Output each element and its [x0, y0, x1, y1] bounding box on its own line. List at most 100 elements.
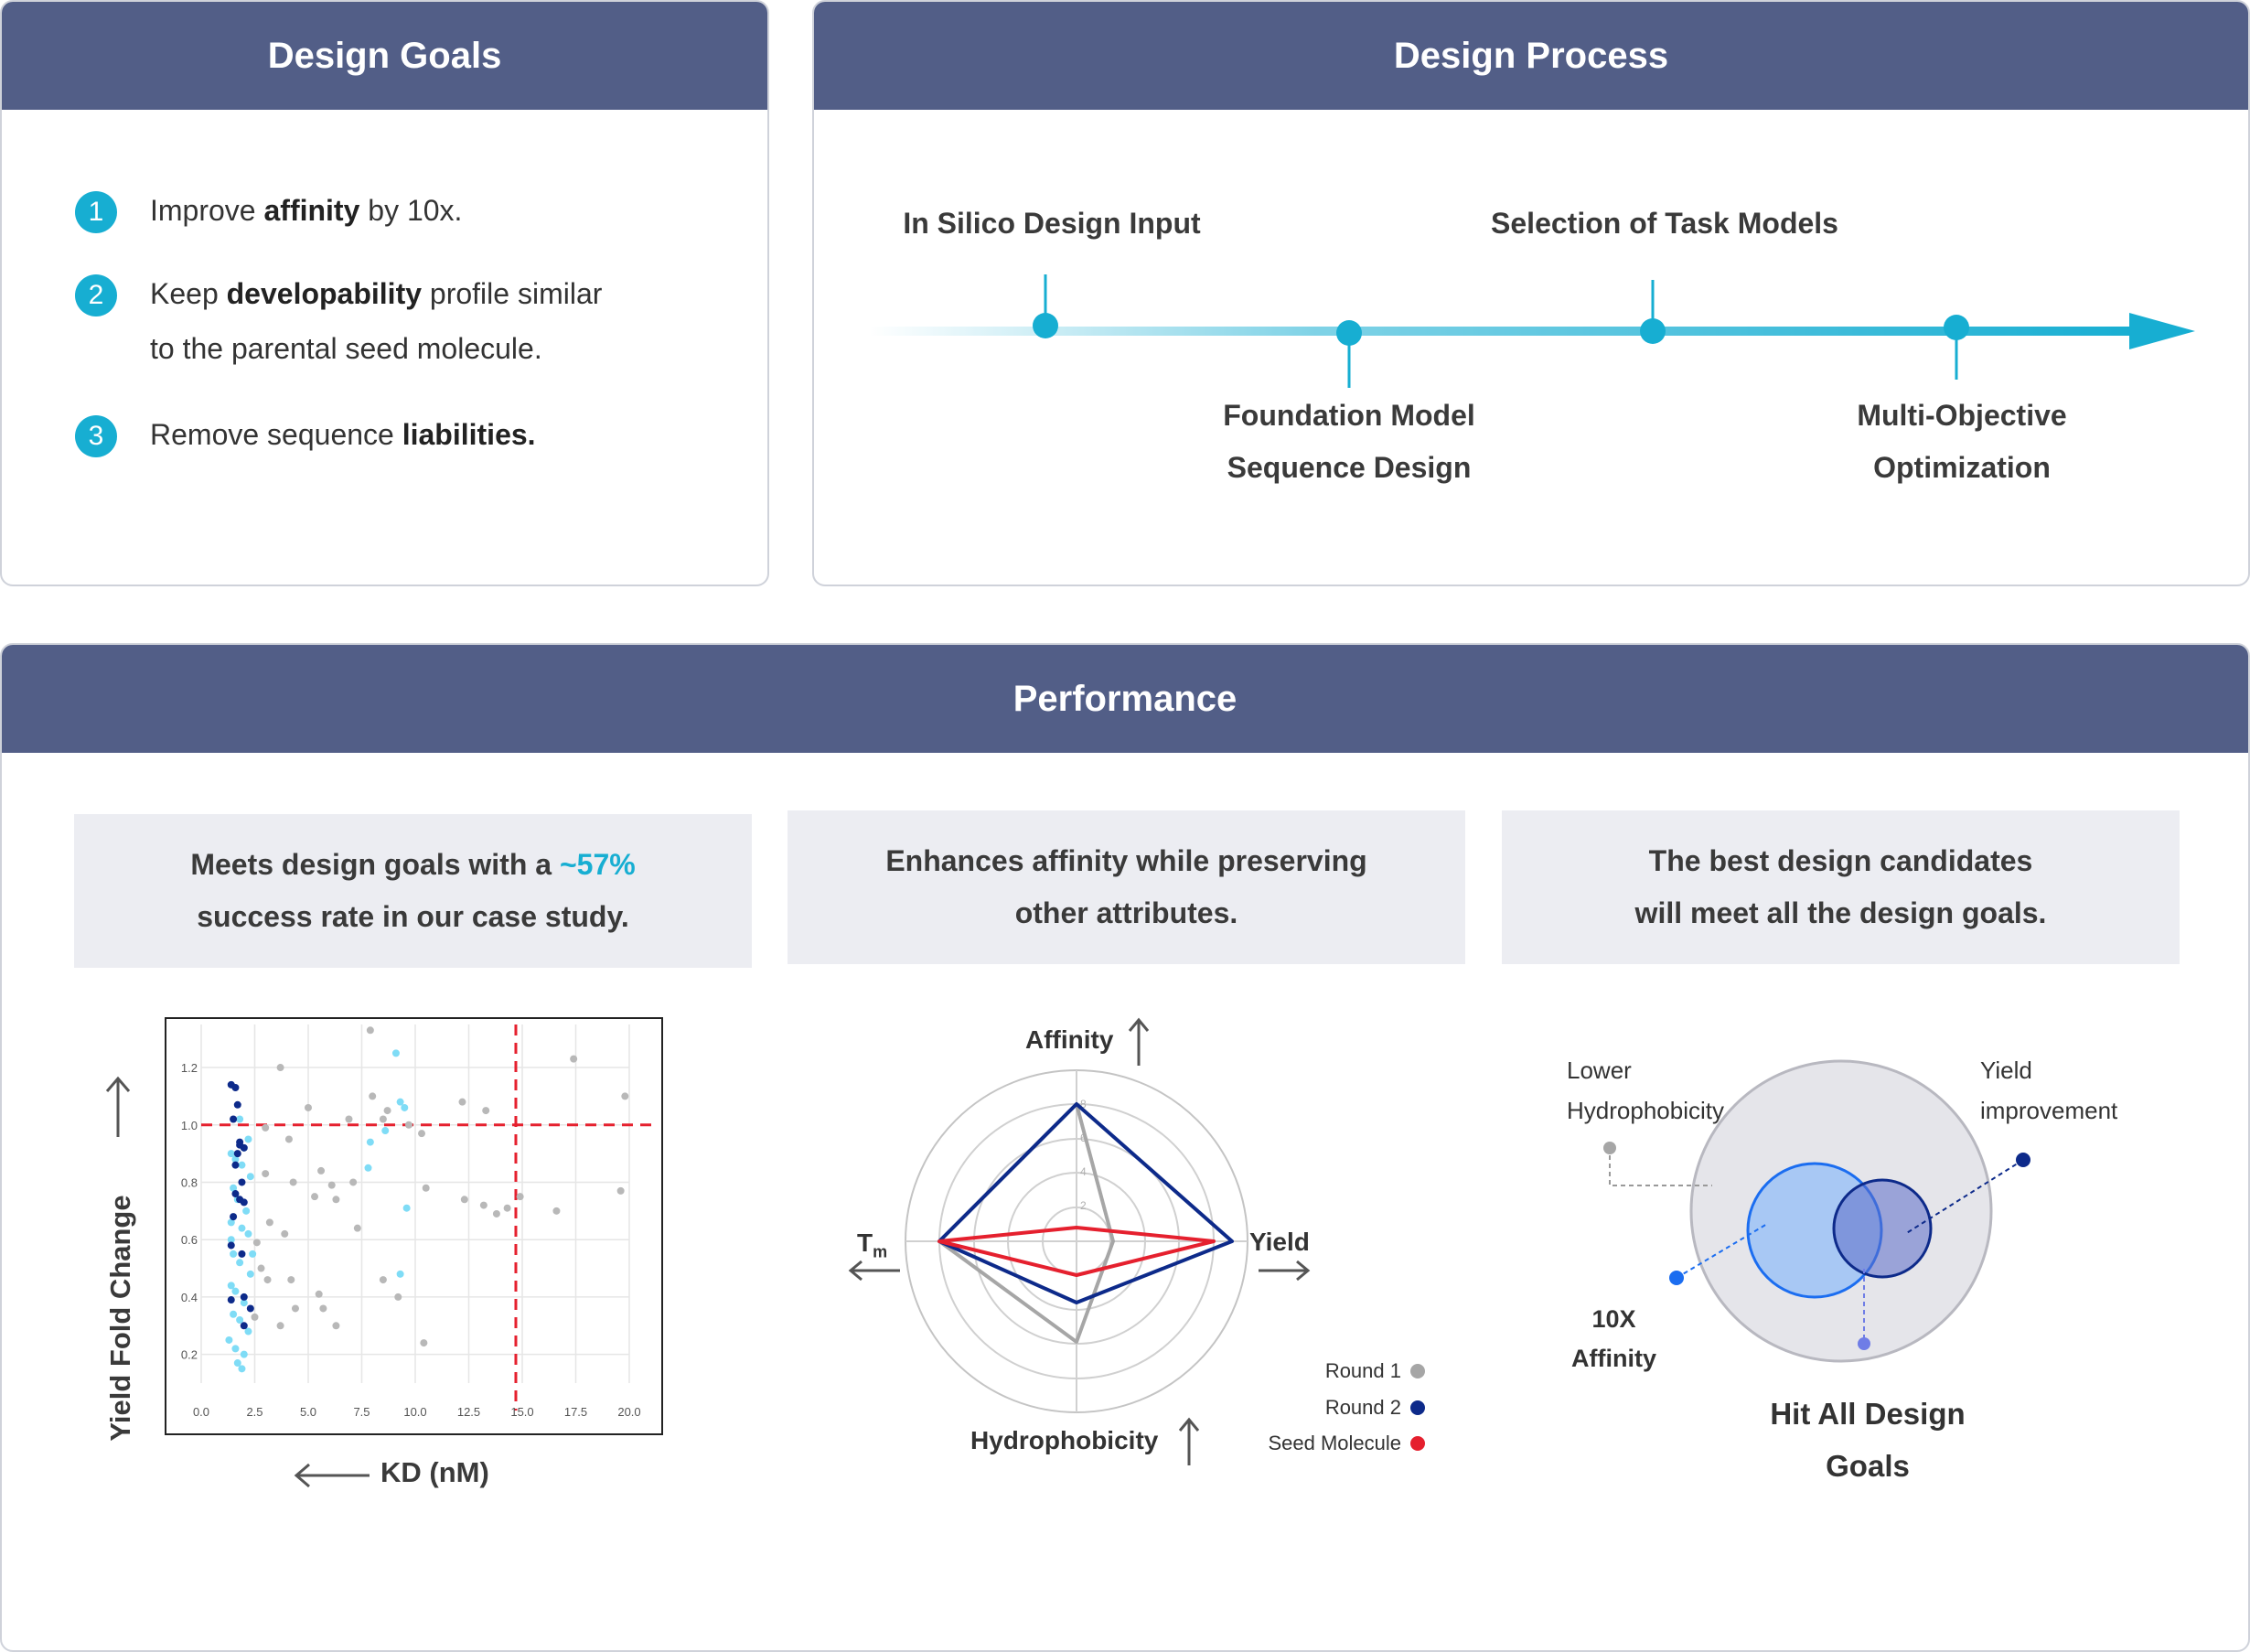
scatter-point-series-1 [479, 1201, 488, 1209]
scatter-plot: 0.0 2.5 5.0 7.5 10.0 12.5 15.0 17.5 20.0 0.2 0.4 0.… [165, 1017, 663, 1435]
design-goals-card: Design Goals 1 Improve affinity by 10x. … [0, 0, 769, 586]
scatter-point-series-1 [311, 1193, 319, 1201]
scatter-point-series-1 [276, 1064, 284, 1072]
legend-label-round-2: Round 2 [1324, 1396, 1401, 1419]
scatter-point-series-1 [621, 1092, 629, 1100]
radar-legend-round-1: Round 1 [1325, 1359, 1425, 1383]
venn-yield-circle [1832, 1178, 1933, 1279]
scatter-point-series-1 [383, 1107, 391, 1115]
scatter-point-series-1 [262, 1123, 270, 1132]
scatter-point-series-2 [225, 1336, 233, 1344]
venn-label-10x-affinity: 10X Affinity [1571, 1300, 1656, 1378]
scatter-point-series-1 [332, 1322, 340, 1330]
goal-text-1-bold: affinity [263, 194, 360, 227]
radar-legend-seed: Seed Molecule [1268, 1432, 1425, 1455]
scatter-point-series-2 [244, 1327, 252, 1336]
scatter-point-series-1 [317, 1166, 326, 1175]
radar-label-tm-sub: m [873, 1242, 888, 1261]
scatter-point-series-1 [345, 1115, 353, 1123]
scatter-point-series-1 [460, 1196, 468, 1204]
scatter-point-series-2 [236, 1316, 244, 1325]
scatter-point-series-1 [418, 1130, 426, 1138]
performance-panel-3-header: The best design candidates will meet all… [1502, 810, 2180, 964]
scatter-point-series-1 [262, 1170, 270, 1178]
scatter-point-series-1 [379, 1276, 387, 1284]
scatter-point-series-2 [240, 1299, 248, 1307]
scatter-x-label: KD (nM) [380, 1456, 489, 1488]
legend-dot-seed [1410, 1436, 1425, 1451]
scatter-point-series-1 [404, 1121, 412, 1129]
radar-legend-round-2: Round 2 [1325, 1396, 1425, 1420]
scatter-point-series-2 [238, 1224, 246, 1232]
venn-lower-hydro-dot [1603, 1142, 1616, 1154]
scatter-point-series-2 [391, 1049, 400, 1057]
venn-yield-line2: improvement [1980, 1097, 2118, 1124]
scatter-point-series-1 [251, 1313, 259, 1321]
scatter-point-series-3 [238, 1250, 246, 1258]
radar-ring-label-6: 6 [1080, 1132, 1087, 1144]
scatter-points [225, 1026, 629, 1373]
scatter-point-series-2 [227, 1236, 235, 1244]
y-axis-arrow-icon [105, 1076, 131, 1137]
scatter-point-series-3 [240, 1322, 248, 1330]
scatter-y-label: Yield Fold Change [104, 1195, 136, 1442]
scatter-point-series-1 [394, 1293, 402, 1301]
scatter-point-series-1 [482, 1107, 490, 1115]
scatter-x-tick-label: 2.5 [246, 1405, 262, 1419]
timeline-node-2 [1336, 320, 1362, 346]
scatter-point-series-3 [236, 1141, 244, 1149]
scatter-point-series-1 [327, 1181, 336, 1189]
scatter-point-series-3 [240, 1293, 248, 1301]
goal-text-3-bold: liabilities. [402, 418, 536, 451]
scatter-point-series-1 [289, 1178, 297, 1186]
scatter-point-series-1 [420, 1339, 428, 1347]
venn-yield-line1: Yield [1980, 1057, 2032, 1084]
scatter-point-series-1 [422, 1184, 430, 1192]
goal-number-3: 3 [75, 415, 117, 457]
scatter-point-series-1 [349, 1178, 358, 1186]
scatter-tick-labels: 0.0 2.5 5.0 7.5 10.0 12.5 15.0 17.5 20.0 0.2 0.4 0.… [181, 1061, 641, 1419]
scatter-point-series-2 [231, 1345, 240, 1353]
scatter-point-series-2 [381, 1127, 390, 1135]
radar-label-tm-main: T [857, 1228, 873, 1257]
scatter-x-tick-label: 12.5 [457, 1405, 480, 1419]
process-step-4-line2: Optimization [1873, 451, 2051, 484]
goal-number-2: 2 [75, 274, 117, 316]
scatter-x-tick-label: 17.5 [564, 1405, 587, 1419]
radar-series-round-2 [938, 1102, 1234, 1304]
scatter-point-series-2 [401, 1103, 409, 1111]
scatter-point-series-2 [230, 1184, 238, 1192]
scatter-point-series-3 [227, 1296, 235, 1304]
scatter-point-series-1 [503, 1204, 511, 1212]
process-step-3-label: Selection of Task Models [1454, 198, 1875, 250]
scatter-x-tick-label: 15.0 [510, 1405, 533, 1419]
x-axis-arrow-icon [294, 1463, 370, 1488]
performance-title: Performance [2, 645, 2248, 753]
scatter-point-series-2 [238, 1365, 246, 1373]
scatter-point-series-2 [240, 1350, 248, 1358]
scatter-point-series-3 [231, 1083, 240, 1091]
venn-label-lower-hydrophobicity: Lower Hydrophobicity [1567, 1050, 1724, 1131]
venn-affinity-leader [1676, 1223, 1768, 1279]
scatter-x-tick-label: 10.0 [403, 1405, 426, 1419]
process-step-4-label: Multi-Objective Optimization [1774, 390, 2149, 494]
scatter-point-series-2 [244, 1135, 252, 1143]
scatter-point-series-1 [252, 1239, 261, 1247]
legend-label-round-1: Round 1 [1324, 1359, 1401, 1382]
venn-hit-line1: Hit All Design [1770, 1397, 1966, 1431]
scatter-point-series-3 [233, 1150, 241, 1158]
venn-label-yield-improvement: Yield improvement [1980, 1050, 2117, 1131]
radar-ring-label-2: 2 [1080, 1199, 1087, 1212]
scatter-point-series-2 [396, 1098, 404, 1106]
process-step-4-line1: Multi-Objective [1857, 399, 2067, 432]
design-process-title: Design Process [814, 2, 2248, 110]
timeline-arrowhead [2129, 313, 2195, 349]
radar-series-round-1 [938, 1102, 1115, 1344]
scatter-point-series-3 [240, 1198, 248, 1207]
radar-ring-label-4: 4 [1080, 1165, 1087, 1178]
scatter-x-tick-label: 7.5 [353, 1405, 370, 1419]
scatter-point-series-1 [315, 1290, 323, 1298]
scatter-point-series-1 [305, 1103, 312, 1111]
scatter-point-series-2 [227, 1282, 235, 1290]
goal-text-3-pre: Remove sequence [150, 418, 402, 451]
